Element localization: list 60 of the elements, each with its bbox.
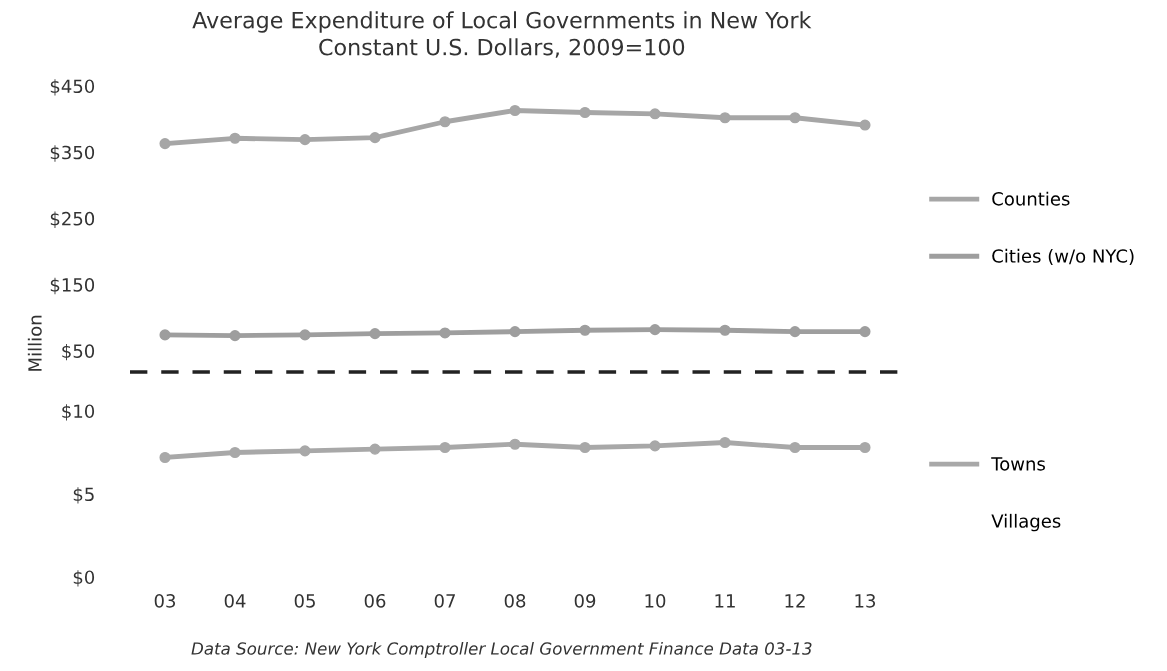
chart-title: Average Expenditure of Local Governments in New York [192,11,812,33]
point [509,104,521,117]
point [859,119,871,131]
legend-label: Cities (w/o NYC) [992,248,1134,265]
y-tick-label: $150 [50,277,95,295]
y-tick-label: $350 [50,145,95,162]
point [229,330,241,342]
x-tick-label: 10 [645,593,666,608]
x-tick-label: 11 [715,594,735,608]
chart-subtitle: Constant U.S. Dollars, 2009=100 [319,38,685,58]
legend-label: Towns [991,457,1045,471]
x-tick-label: 09 [574,593,596,608]
point [789,112,801,124]
y-tick-label: $50 [62,343,95,361]
y-axis-title: Million [27,315,42,371]
point [299,329,311,341]
y-tick-label: $250 [50,211,95,228]
point [579,441,591,454]
y-tick-label: $0 [73,570,95,587]
point [579,106,591,119]
legend-label: Counties [992,191,1070,206]
source-note: Data Source: New York Comptroller Local Government Finance Data 03-13 [191,641,812,659]
text: Villages [991,513,1061,532]
point [369,328,381,340]
point [719,112,731,124]
point [159,451,171,464]
point [369,132,381,144]
point [229,446,241,459]
point [579,324,591,336]
x-tick-label: 08 [504,593,526,608]
point [859,326,871,338]
x-tick-label: 06 [364,593,386,608]
point [789,326,801,338]
x-tick-label: 12 [785,593,805,608]
point [369,443,381,455]
y-tick-label: $5 [73,487,94,504]
point [509,438,521,450]
point [509,326,521,338]
point [649,440,661,452]
point [299,134,311,146]
point [859,441,871,454]
point [439,327,451,339]
point [159,329,171,341]
point [719,436,731,449]
point [649,324,661,336]
point [719,324,731,336]
point [299,445,311,457]
x-tick-label: 13 [855,593,876,608]
point [159,138,171,150]
x-tick-label: 07 [434,593,455,608]
point [649,108,661,120]
y-tick-label: $10 [62,404,95,421]
x-tick-label: 05 [294,593,315,608]
point [439,441,451,454]
x-tick-label: 04 [224,593,246,608]
point [439,116,451,128]
point [789,441,801,454]
y-tick-label: $450 [50,79,95,96]
point [229,132,241,144]
x-tick-label: 03 [154,593,176,608]
